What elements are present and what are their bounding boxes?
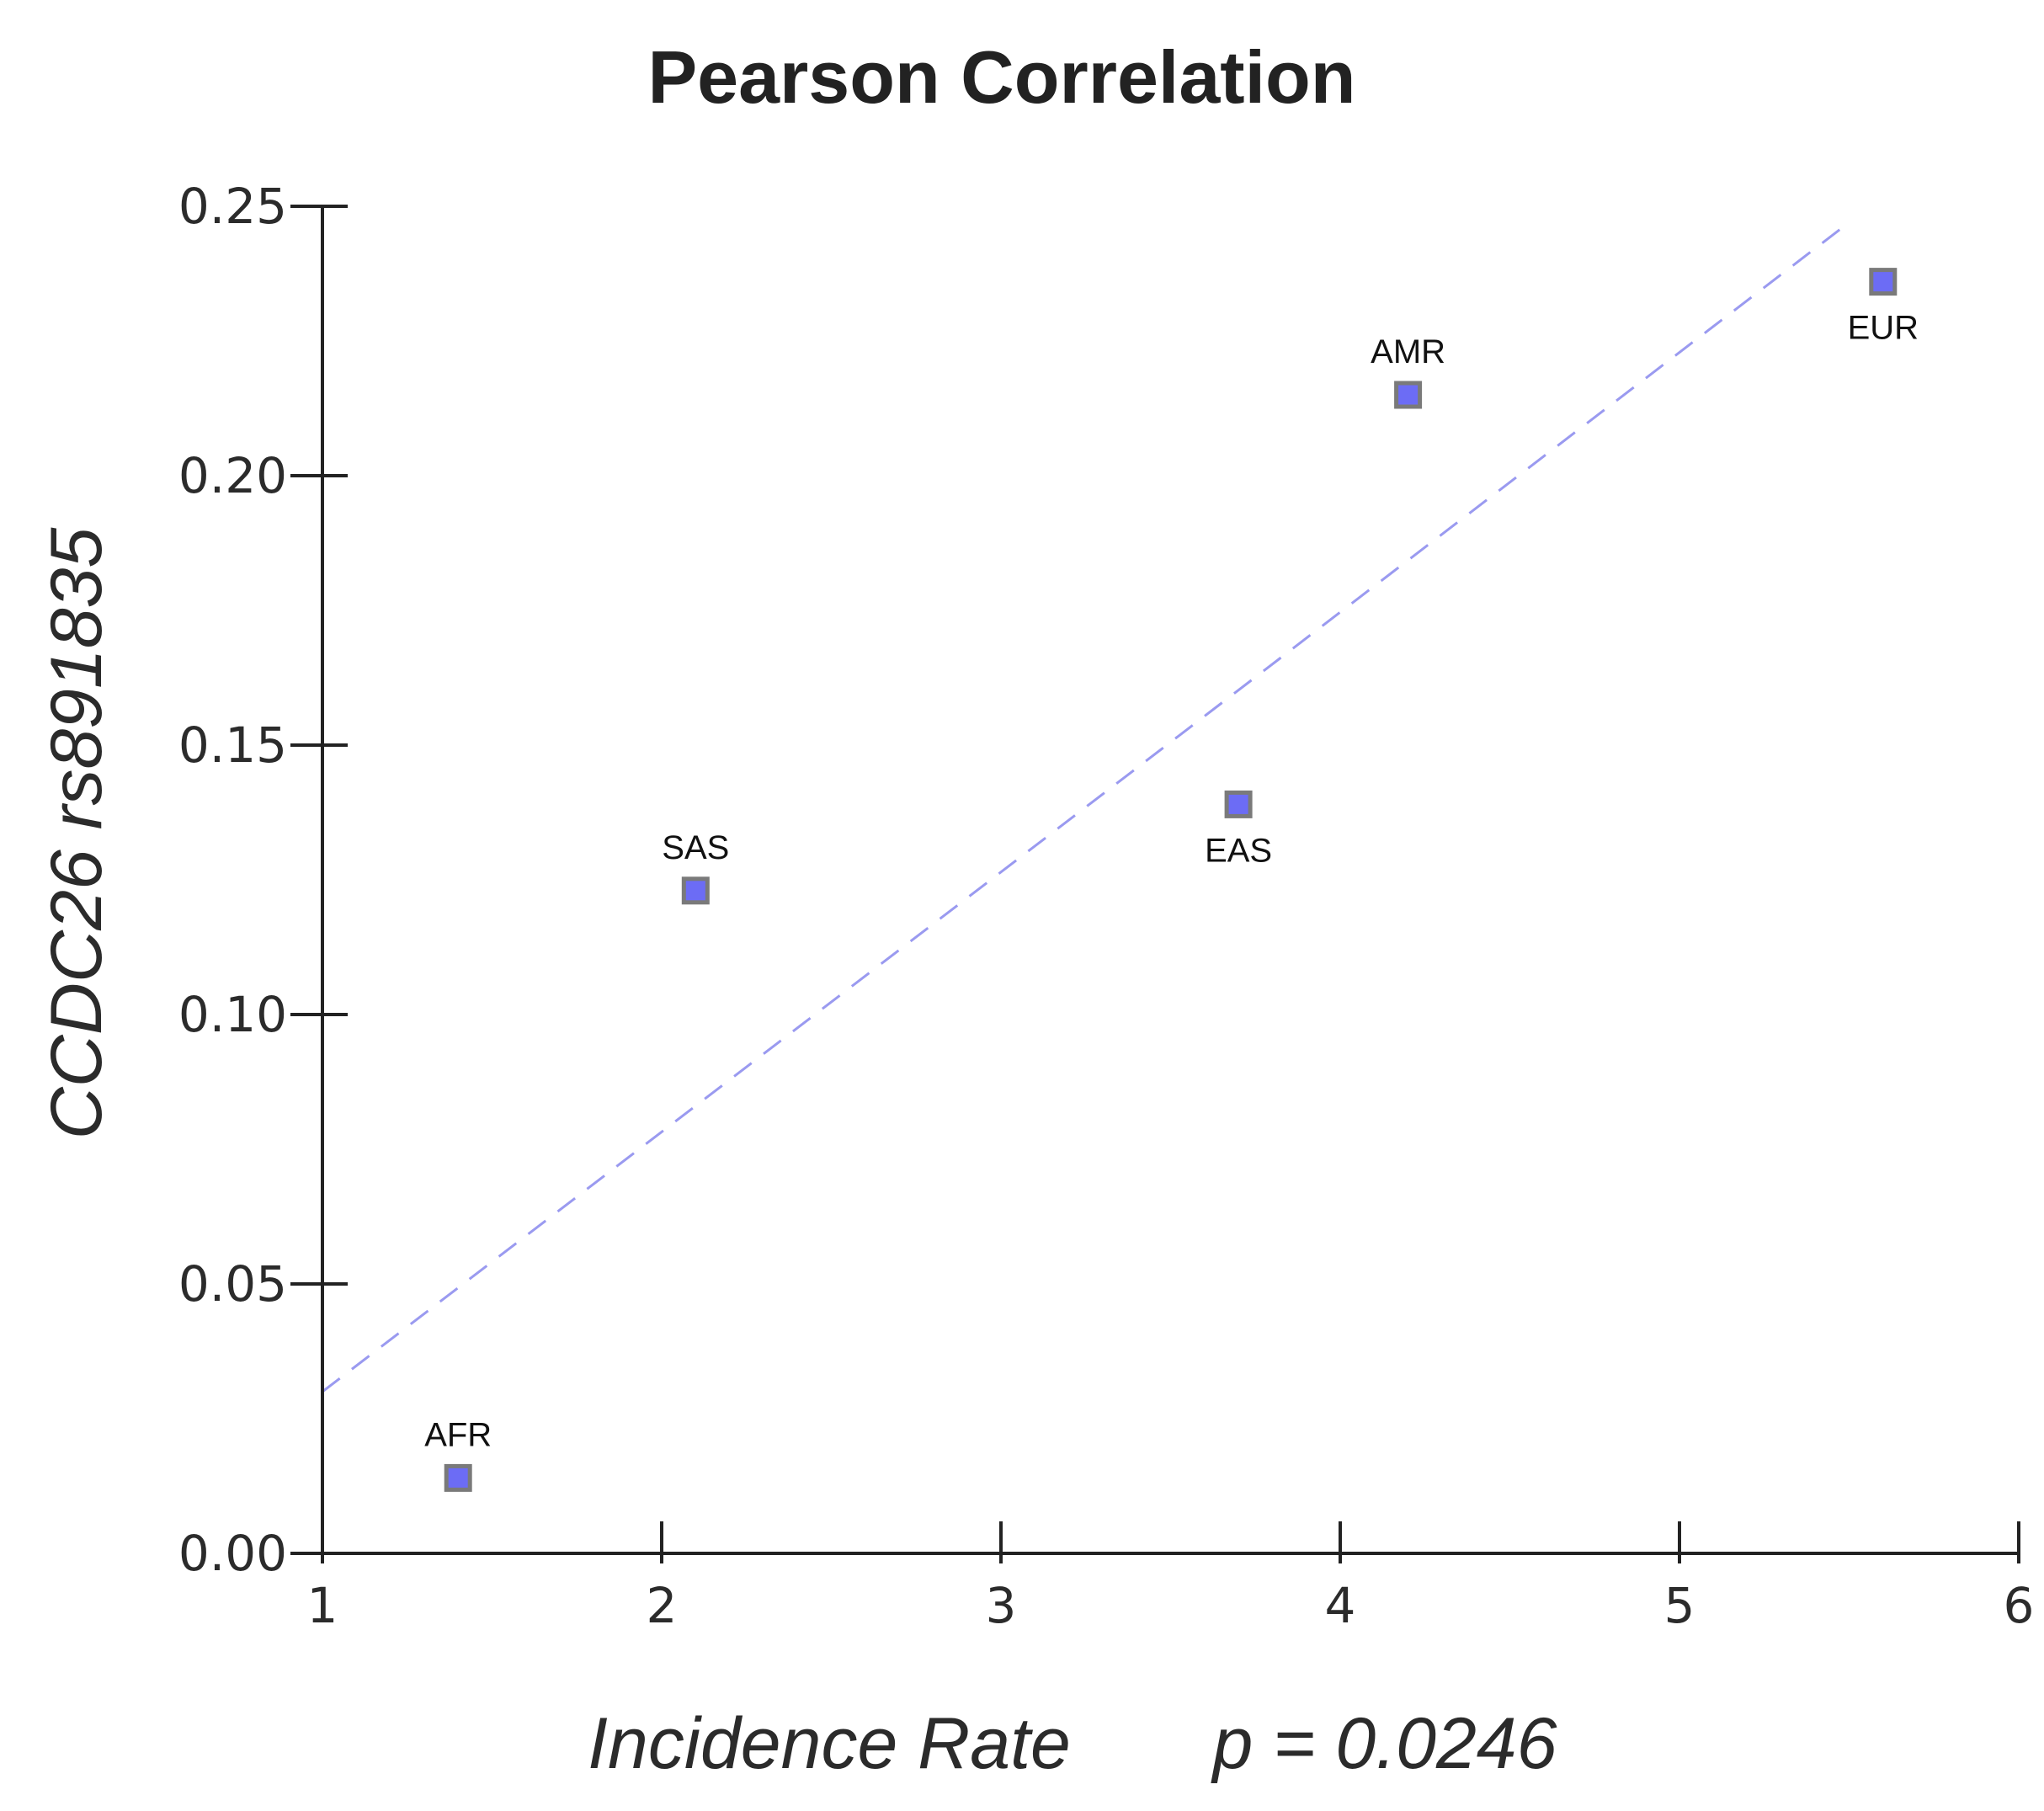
y-tick-label: 0.10 <box>178 986 287 1043</box>
x-tick-label: 6 <box>2004 1577 2035 1634</box>
data-point-eur <box>1869 268 1898 296</box>
data-point-afr <box>444 1463 472 1492</box>
data-points: AFR SAS EAS AMR EUR <box>424 268 1919 1492</box>
y-tick-label: 0.00 <box>178 1525 287 1582</box>
data-point-amr <box>1394 381 1423 409</box>
p-value-annotation: p = 0.0246 <box>1211 1703 1557 1784</box>
data-point-sas <box>681 876 710 905</box>
x-tick-label: 3 <box>986 1577 1017 1634</box>
x-tick-label: 5 <box>1664 1577 1695 1634</box>
x-axis-title: Incidence Rate <box>588 1703 1071 1784</box>
data-label-eur: EUR <box>1848 310 1919 347</box>
y-tick-label: 0.20 <box>178 447 287 504</box>
data-point-eas <box>1224 790 1253 818</box>
x-tick-label: 1 <box>307 1577 338 1634</box>
x-tick-label: 2 <box>647 1577 678 1634</box>
data-label-amr: AMR <box>1371 333 1445 370</box>
axes: 0.00 0.05 0.10 0.15 0.20 0.25 1 2 3 4 5 6 <box>178 178 2035 1634</box>
y-tick-label: 0.15 <box>178 716 287 774</box>
y-axis-title: CCDC26 rs891835 <box>36 527 117 1140</box>
data-label-eas: EAS <box>1205 832 1272 869</box>
data-label-afr: AFR <box>424 1416 492 1453</box>
y-tick-label: 0.05 <box>178 1255 287 1313</box>
y-tick-label: 0.25 <box>178 178 287 235</box>
trendline-layer <box>322 221 1850 1393</box>
data-label-sas: SAS <box>662 829 729 866</box>
x-tick-label: 4 <box>1325 1577 1356 1634</box>
regression-trendline <box>322 221 1850 1393</box>
chart-title: Pearson Correlation <box>647 35 1355 119</box>
